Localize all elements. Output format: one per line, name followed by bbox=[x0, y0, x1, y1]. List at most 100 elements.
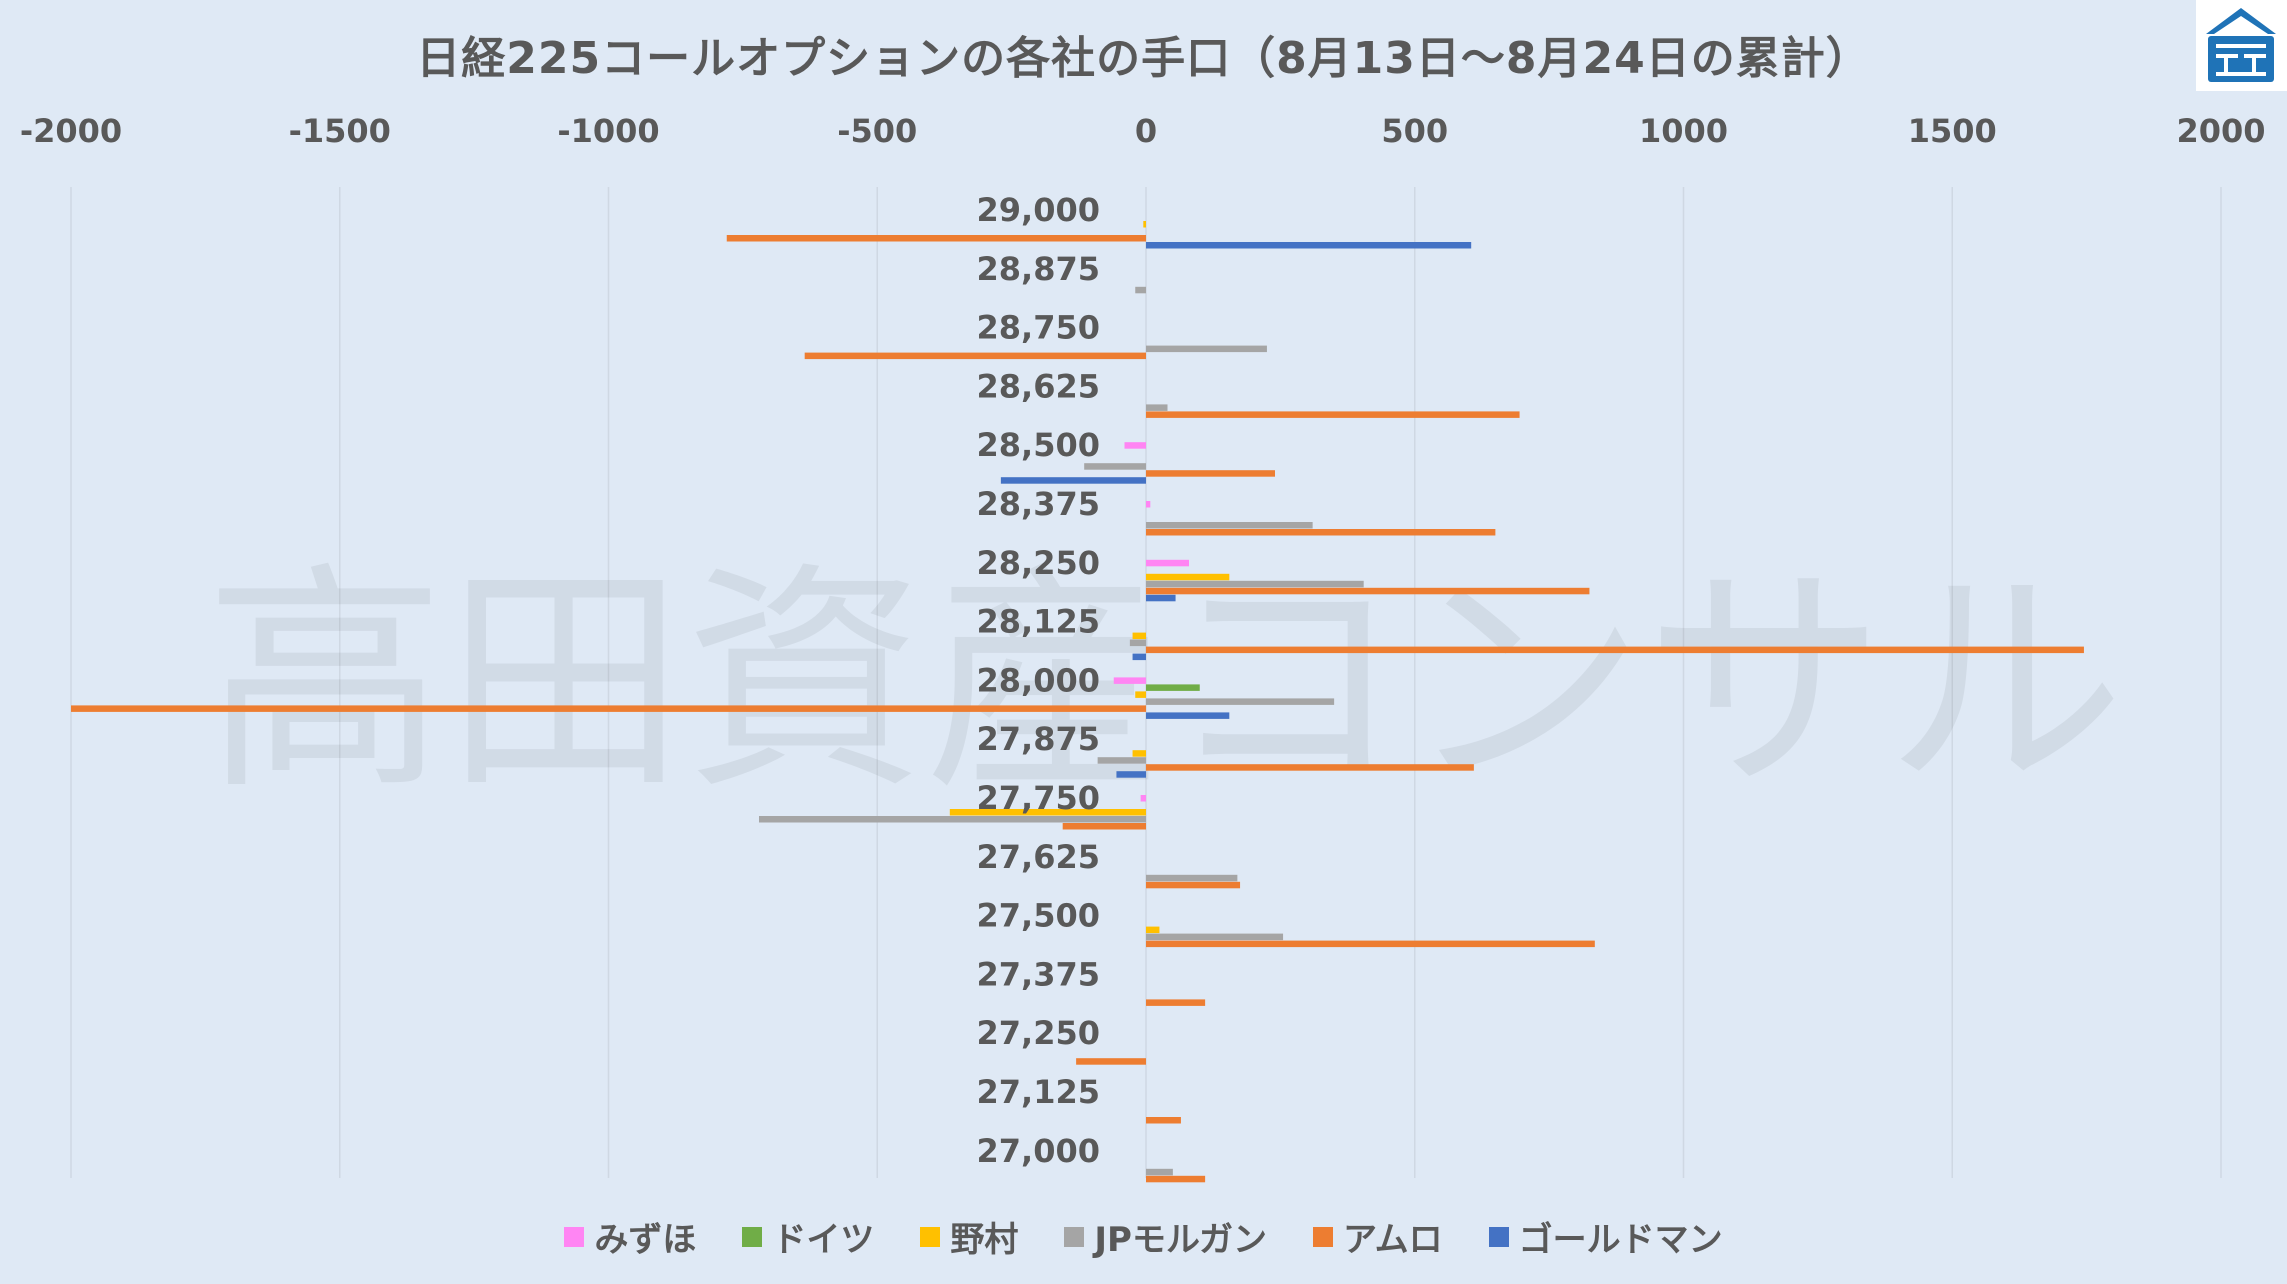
bar-みずほ bbox=[1113, 677, 1146, 684]
legend-item: ドイツ bbox=[742, 1212, 874, 1261]
category-label: 28,125 bbox=[977, 603, 1100, 641]
legend-item: 野村 bbox=[920, 1212, 1018, 1261]
bar-JPモルガン bbox=[1146, 522, 1313, 529]
x-tick-label: 1000 bbox=[1639, 112, 1728, 150]
bar-JPモルガン bbox=[759, 816, 1146, 823]
bar-アムロ bbox=[726, 235, 1146, 242]
bar-アムロ bbox=[71, 705, 1146, 712]
bar-アムロ bbox=[804, 352, 1146, 360]
x-tick-label: -500 bbox=[837, 112, 917, 150]
bar-野村 bbox=[949, 809, 1146, 816]
takada-logo-icon bbox=[2206, 8, 2276, 82]
category-label: 29,000 bbox=[977, 191, 1100, 229]
category-label: 27,625 bbox=[977, 838, 1100, 876]
bar-野村 bbox=[1146, 926, 1160, 934]
logo bbox=[2196, 0, 2287, 91]
bar-みずほ bbox=[1140, 795, 1146, 802]
bar-ゴールドマン bbox=[1132, 653, 1146, 661]
legend-item: みずほ bbox=[564, 1212, 696, 1261]
bar-みずほ bbox=[1146, 501, 1151, 508]
category-label: 27,250 bbox=[977, 1014, 1100, 1052]
chart-title: 日経225コールオプションの各社の手口（8月13日～8月24日の累計） bbox=[416, 33, 1871, 84]
legend-swatch bbox=[1488, 1226, 1509, 1247]
bar-アムロ bbox=[1146, 646, 2084, 654]
bar-JPモルガン bbox=[1146, 345, 1267, 353]
bar-アムロ bbox=[1146, 999, 1206, 1006]
category-label: 28,000 bbox=[977, 661, 1100, 699]
category-label: 28,375 bbox=[977, 485, 1100, 523]
legend-label: 野村 bbox=[950, 1220, 1019, 1260]
bar-アムロ bbox=[1146, 587, 1590, 595]
bar-野村 bbox=[1143, 221, 1146, 228]
bar-アムロ bbox=[1146, 470, 1275, 477]
bar-アムロ bbox=[1146, 940, 1595, 948]
bar-JPモルガン bbox=[1146, 874, 1238, 882]
x-tick-label: 500 bbox=[1381, 112, 1448, 150]
legend-label: みずほ bbox=[594, 1220, 697, 1260]
bar-アムロ bbox=[1146, 1117, 1181, 1124]
category-label: 27,500 bbox=[977, 897, 1100, 935]
bar-JPモルガン bbox=[1084, 463, 1146, 470]
bar-ゴールドマン bbox=[1146, 594, 1176, 602]
bar-野村 bbox=[1132, 750, 1146, 757]
legend-swatch bbox=[920, 1226, 941, 1247]
category-label: 28,500 bbox=[977, 426, 1100, 464]
category-label: 28,875 bbox=[977, 250, 1100, 288]
bar-ゴールドマン bbox=[1146, 242, 1472, 249]
bar-JPモルガン bbox=[1129, 639, 1146, 647]
bar-JPモルガン bbox=[1135, 286, 1146, 294]
bar-JPモルガン bbox=[1146, 698, 1335, 705]
bar-layer bbox=[71, 221, 2084, 1183]
category-label: 27,375 bbox=[977, 955, 1100, 993]
x-tick-label: 2000 bbox=[2176, 112, 2265, 150]
legend-swatch bbox=[564, 1226, 585, 1247]
bar-ゴールドマン bbox=[1116, 771, 1146, 778]
bar-アムロ bbox=[1146, 1175, 1206, 1183]
legend-item: ゴールドマン bbox=[1488, 1212, 1723, 1261]
legend-label: ゴールドマン bbox=[1518, 1220, 1723, 1260]
bar-野村 bbox=[1146, 573, 1230, 581]
category-label: 27,750 bbox=[977, 779, 1100, 817]
grid-layer bbox=[70, 187, 2222, 1178]
legend-label: アムロ bbox=[1342, 1220, 1443, 1260]
bar-みずほ bbox=[1146, 559, 1189, 567]
legend-swatch bbox=[1064, 1226, 1085, 1247]
bar-みずほ bbox=[1124, 442, 1146, 449]
bar-アムロ bbox=[1146, 411, 1520, 418]
x-tick-label: -1000 bbox=[557, 112, 659, 150]
bar-ゴールドマン bbox=[1000, 477, 1146, 484]
bar-アムロ bbox=[1062, 823, 1146, 830]
category-label: 28,750 bbox=[977, 309, 1100, 347]
bar-アムロ bbox=[1076, 1058, 1146, 1065]
legend-swatch bbox=[1312, 1226, 1333, 1247]
legend-swatch bbox=[742, 1226, 763, 1247]
legend-label: JPモルガン bbox=[1094, 1220, 1267, 1260]
bar-JPモルガン bbox=[1146, 1168, 1173, 1176]
x-tick-label: 0 bbox=[1135, 112, 1157, 150]
bar-アムロ bbox=[1146, 529, 1496, 536]
category-label: 27,875 bbox=[977, 720, 1100, 758]
x-tick-label: -1500 bbox=[289, 112, 391, 150]
x-tick-label: 1500 bbox=[1908, 112, 1997, 150]
label-layer: 29,000 28,875 28,750 28,625 28,500 28,375 28,2… bbox=[977, 191, 1100, 1170]
legend: みずほ ドイツ 野村 JPモルガン アムロ ゴールドマン bbox=[0, 1212, 2287, 1261]
bar-野村 bbox=[1132, 632, 1146, 640]
bar-JPモルガン bbox=[1097, 757, 1146, 764]
bar-アムロ bbox=[1146, 764, 1474, 771]
category-label: 28,625 bbox=[977, 367, 1100, 405]
bar-野村 bbox=[1135, 691, 1146, 698]
bar-JPモルガン bbox=[1146, 404, 1168, 411]
category-label: 27,125 bbox=[977, 1073, 1100, 1111]
bar-JPモルガン bbox=[1146, 580, 1364, 588]
category-label: 27,000 bbox=[977, 1132, 1100, 1170]
legend-item: アムロ bbox=[1312, 1212, 1443, 1261]
tick-layer: -2000 -1500 -1000 -500 0 500 1000 1500 2000 bbox=[20, 112, 2266, 150]
bar-ドイツ bbox=[1146, 684, 1200, 691]
x-tick-label: -2000 bbox=[20, 112, 122, 150]
bar-JPモルガン bbox=[1146, 933, 1284, 941]
bar-アムロ bbox=[1146, 881, 1241, 889]
legend-label: ドイツ bbox=[772, 1220, 875, 1260]
legend-item: JPモルガン bbox=[1064, 1212, 1267, 1261]
